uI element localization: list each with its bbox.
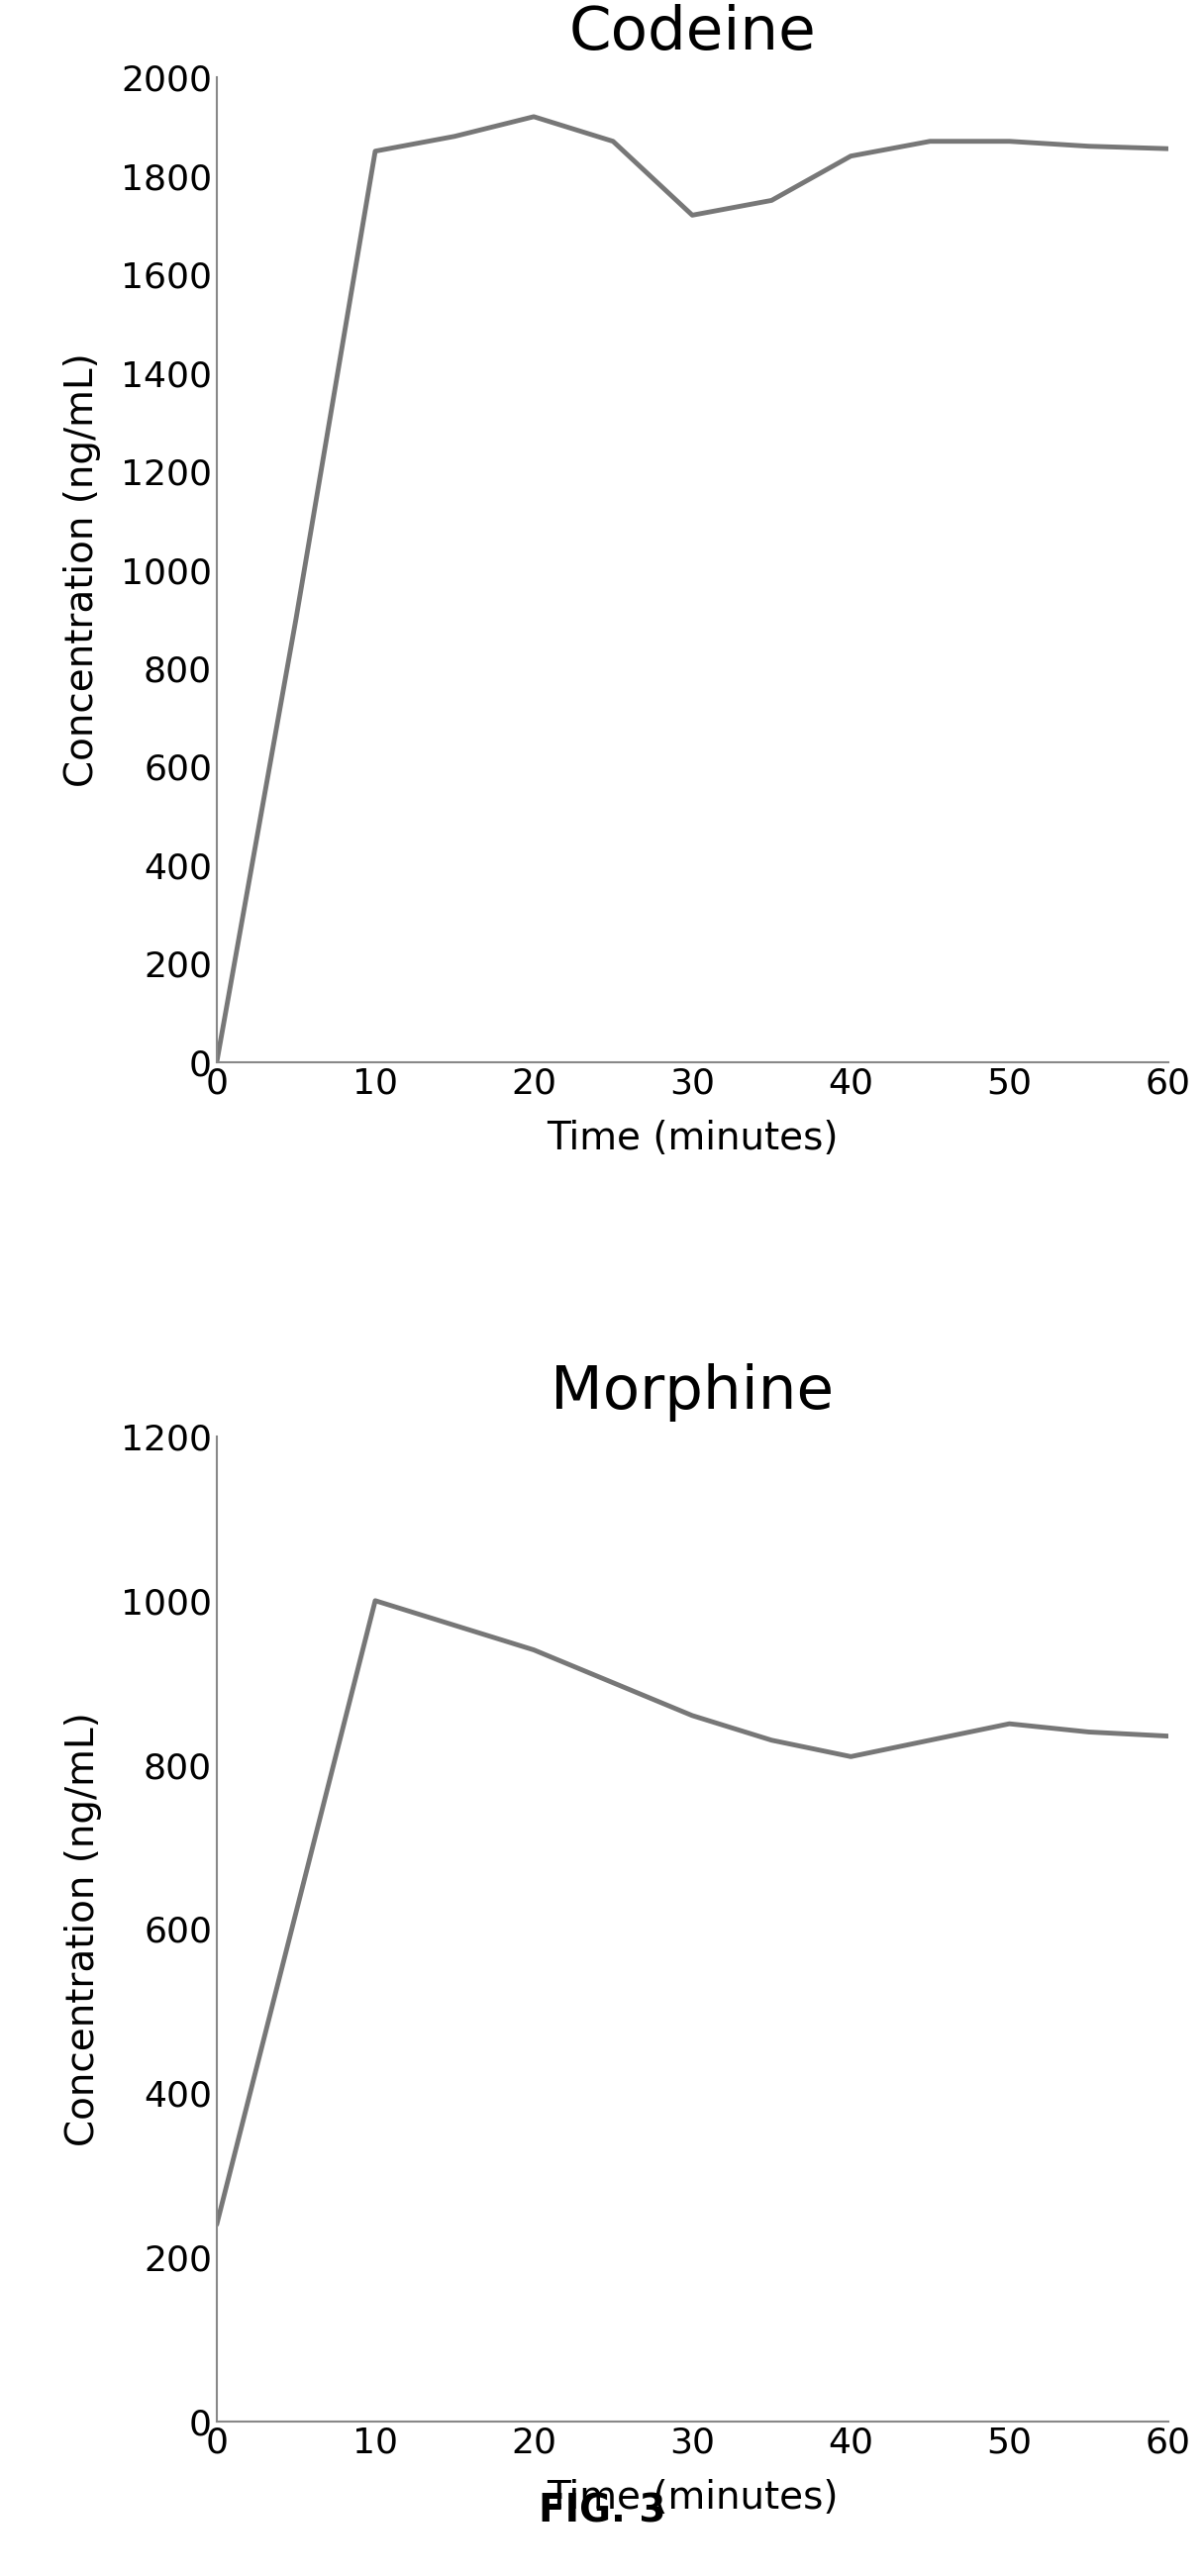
- Text: FIG. 3: FIG. 3: [538, 2494, 666, 2530]
- Title: Codeine: Codeine: [568, 5, 816, 62]
- Y-axis label: Concentration (ng/mL): Concentration (ng/mL): [64, 353, 101, 786]
- X-axis label: Time (minutes): Time (minutes): [547, 2478, 838, 2517]
- Y-axis label: Concentration (ng/mL): Concentration (ng/mL): [64, 1713, 101, 2146]
- Title: Morphine: Morphine: [550, 1363, 834, 1422]
- X-axis label: Time (minutes): Time (minutes): [547, 1121, 838, 1157]
